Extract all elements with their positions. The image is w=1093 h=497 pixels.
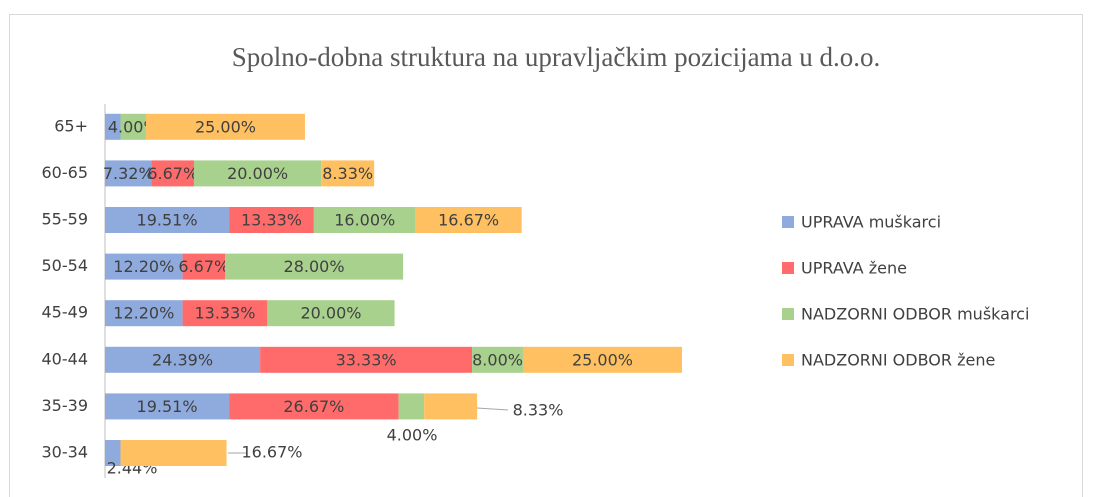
y-tick-label: 30-34 bbox=[42, 443, 89, 462]
data-label: 13.33% bbox=[241, 211, 302, 230]
bar-segment bbox=[415, 207, 522, 233]
legend-swatch bbox=[782, 354, 794, 366]
data-label: 12.20% bbox=[113, 304, 174, 323]
y-tick-label: 60-65 bbox=[42, 163, 89, 182]
bar-segment bbox=[472, 346, 523, 373]
bar-segment bbox=[120, 440, 227, 466]
data-label: 16.67% bbox=[241, 443, 302, 462]
bar-segment bbox=[424, 393, 478, 420]
data-label: 16.67% bbox=[438, 211, 499, 230]
data-label: 7.32% bbox=[103, 164, 154, 183]
y-tick-label: 55-59 bbox=[42, 210, 89, 229]
y-tick-label: 65+ bbox=[54, 116, 88, 135]
data-label: 4.00% bbox=[108, 117, 159, 136]
y-tick-label: 35-39 bbox=[42, 396, 89, 415]
data-label: 8.33% bbox=[513, 401, 564, 420]
bar-segment bbox=[260, 346, 473, 373]
bar-segment bbox=[182, 253, 226, 280]
bar-segment bbox=[182, 300, 268, 327]
bar-segment bbox=[193, 160, 322, 187]
bar-segment bbox=[313, 207, 416, 233]
bar-segment bbox=[105, 113, 121, 140]
bar-segment bbox=[105, 440, 121, 466]
leader-line bbox=[476, 407, 509, 411]
bar-segment bbox=[105, 253, 183, 280]
bar-segment bbox=[105, 300, 183, 327]
bar-segment bbox=[105, 207, 230, 233]
bar-segment bbox=[105, 346, 261, 373]
data-label: 16.00% bbox=[334, 211, 395, 230]
data-label: 13.33% bbox=[194, 304, 255, 323]
data-label: 12.20% bbox=[113, 257, 174, 276]
data-label: 8.33% bbox=[322, 164, 373, 183]
data-label: 6.67% bbox=[147, 164, 198, 183]
legend-swatch bbox=[782, 308, 794, 320]
bar-segment bbox=[145, 113, 305, 140]
legend-swatch bbox=[782, 262, 794, 274]
data-label: 6.67% bbox=[178, 257, 229, 276]
bar-segment bbox=[267, 300, 395, 327]
y-tick-label: 50-54 bbox=[42, 256, 89, 275]
bar-segment bbox=[120, 113, 146, 140]
bar-segment bbox=[229, 393, 399, 420]
legend-label: NADZORNI ODBOR muškarci bbox=[801, 305, 1029, 324]
data-label: 33.33% bbox=[336, 350, 397, 369]
legend-swatch bbox=[782, 216, 794, 228]
bar-segment bbox=[321, 160, 375, 187]
chart-title: Spolno-dobna struktura na upravljačkim p… bbox=[232, 42, 881, 72]
data-label: 4.00% bbox=[387, 426, 438, 445]
bar-segment bbox=[522, 346, 682, 373]
data-label: 24.39% bbox=[152, 350, 213, 369]
data-label: 25.00% bbox=[572, 350, 633, 369]
data-label: 19.51% bbox=[137, 211, 198, 230]
data-label: 25.00% bbox=[195, 117, 256, 136]
y-tick-label: 40-44 bbox=[42, 349, 89, 368]
bar-segment bbox=[151, 160, 194, 187]
bar-segment bbox=[105, 160, 152, 187]
data-label: 8.00% bbox=[472, 350, 523, 369]
bar-segment bbox=[225, 253, 404, 280]
bar-segment bbox=[105, 393, 230, 420]
y-tick-label: 45-49 bbox=[42, 303, 89, 322]
legend-label: UPRAVA žene bbox=[801, 259, 907, 278]
bar-segment bbox=[398, 393, 425, 420]
legend-label: UPRAVA muškarci bbox=[801, 213, 941, 232]
bar-segment bbox=[229, 207, 314, 233]
data-label: 20.00% bbox=[300, 304, 361, 323]
legend-label: NADZORNI ODBOR žene bbox=[801, 351, 995, 370]
data-label: 20.00% bbox=[227, 164, 288, 183]
data-label: 19.51% bbox=[137, 397, 198, 416]
data-label: 26.67% bbox=[283, 397, 344, 416]
data-label: 28.00% bbox=[284, 257, 345, 276]
